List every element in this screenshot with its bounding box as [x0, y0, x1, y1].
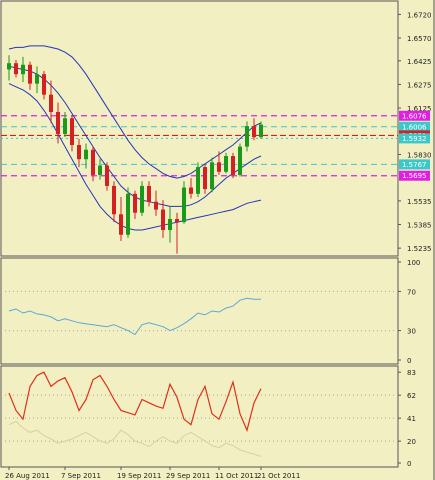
- level-tag-1-5932: [399, 133, 430, 144]
- price-tick-label: 1.5385: [407, 222, 432, 230]
- band-middle: [8, 65, 262, 207]
- stoch-frame: [0, 365, 399, 468]
- level-tag-label: 1.5695: [402, 172, 427, 180]
- candle-body: [49, 94, 53, 112]
- candle-body: [21, 64, 25, 75]
- candle-body: [224, 156, 228, 172]
- rsi-tick-label: 70: [407, 288, 416, 296]
- stoch-tick-label: 62: [407, 392, 416, 400]
- stoch-main-line: [8, 371, 262, 433]
- candle-body: [196, 167, 200, 194]
- candle-body: [14, 63, 18, 75]
- price-tick-label: 1.5235: [407, 245, 432, 253]
- stoch-tick-label: 83: [407, 369, 416, 377]
- candle-body: [112, 185, 116, 215]
- candle-body: [217, 162, 221, 172]
- candle-body: [161, 209, 165, 231]
- rsi-tick-label: 30: [407, 328, 416, 336]
- candle-body: [231, 156, 235, 175]
- level-tag-1-5767: [399, 159, 430, 170]
- rsi-tick-label: 0: [407, 357, 411, 365]
- candle-body: [63, 118, 67, 135]
- stochastic-panel: 83 62 41 20 0: [0, 365, 416, 468]
- price-tick-label: 1.5535: [407, 198, 432, 206]
- candle-body: [42, 74, 46, 95]
- candle-body: [126, 193, 130, 235]
- candle-body: [238, 146, 242, 175]
- candle-body: [175, 219, 179, 223]
- band-upper: [8, 45, 262, 179]
- candle-body: [133, 193, 137, 213]
- candle-body: [28, 64, 32, 84]
- price-tick-label: 1.6275: [407, 81, 432, 89]
- price-tick-label: 1.6570: [407, 35, 432, 43]
- candle-body: [147, 185, 151, 202]
- stoch-tick-label: 20: [407, 438, 416, 446]
- x-tick-label: 21 Oct 2011: [257, 472, 300, 480]
- rsi-frame: [0, 257, 399, 365]
- price-frame: [0, 0, 399, 257]
- candle-body: [154, 201, 158, 210]
- level-tag-label: 1.6006: [402, 123, 427, 131]
- candle-body: [168, 219, 172, 231]
- stoch-tick-label: 41: [407, 415, 416, 423]
- candle-body: [70, 118, 74, 146]
- price-tick-label: 1.6720: [407, 11, 432, 19]
- candle-body: [245, 126, 249, 147]
- candle-body: [35, 74, 39, 84]
- candle-body: [119, 214, 123, 235]
- candle-body: [84, 149, 88, 160]
- candle-body: [7, 63, 11, 70]
- candle-body: [252, 126, 256, 138]
- x-tick-label: 29 Sep 2011: [166, 472, 210, 480]
- level-tag-1-5695: [399, 170, 430, 181]
- price-tick-label: 1.5830: [407, 151, 432, 159]
- rsi-line: [8, 297, 261, 336]
- x-tick-label: 7 Sep 2011: [61, 472, 101, 480]
- x-tick-label: 26 Aug 2011: [5, 472, 50, 480]
- candle-body: [140, 185, 144, 213]
- candle-body: [77, 145, 81, 160]
- candle-body: [56, 111, 60, 135]
- candle-body: [259, 124, 263, 138]
- candle-body: [98, 165, 102, 175]
- level-tag-1-6076: [399, 110, 430, 121]
- rsi-panel: 100 70 30 0: [0, 257, 420, 365]
- level-tag-label: 1.6076: [402, 112, 427, 120]
- candle-body: [105, 165, 109, 186]
- candle-body: [189, 187, 193, 194]
- level-tag-label: 1.5932: [402, 135, 427, 143]
- candle-body: [182, 187, 186, 223]
- candle-body: [203, 167, 207, 190]
- x-tick-label: 19 Sep 2011: [117, 472, 161, 480]
- rsi-tick-label: 100: [407, 259, 420, 267]
- candle-body: [210, 162, 214, 190]
- level-tag-1-6006: [399, 121, 430, 132]
- level-tag-label: 1.5767: [402, 161, 427, 169]
- x-tick-label: 11 Oct 2011: [215, 472, 258, 480]
- price-tick-label: 1.6125: [407, 105, 432, 113]
- x-axis: 26 Aug 2011 7 Sep 2011 19 Sep 2011 29 Sep 2…: [5, 467, 300, 480]
- price-tick-label: 1.6425: [407, 58, 432, 66]
- stoch-tick-label: 0: [407, 460, 411, 468]
- stoch-signal-line: [8, 420, 262, 457]
- candle-body: [91, 149, 95, 175]
